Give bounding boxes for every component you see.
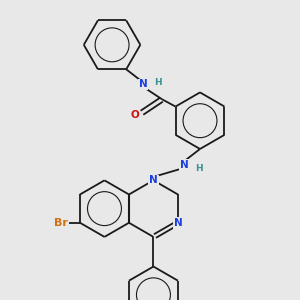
Text: N: N xyxy=(139,80,148,89)
Text: Br: Br xyxy=(54,218,68,228)
Text: O: O xyxy=(131,110,140,120)
Text: N: N xyxy=(149,175,158,185)
Text: N: N xyxy=(180,160,189,170)
Text: H: H xyxy=(195,164,203,173)
Text: N: N xyxy=(174,218,182,228)
Text: H: H xyxy=(154,78,161,87)
